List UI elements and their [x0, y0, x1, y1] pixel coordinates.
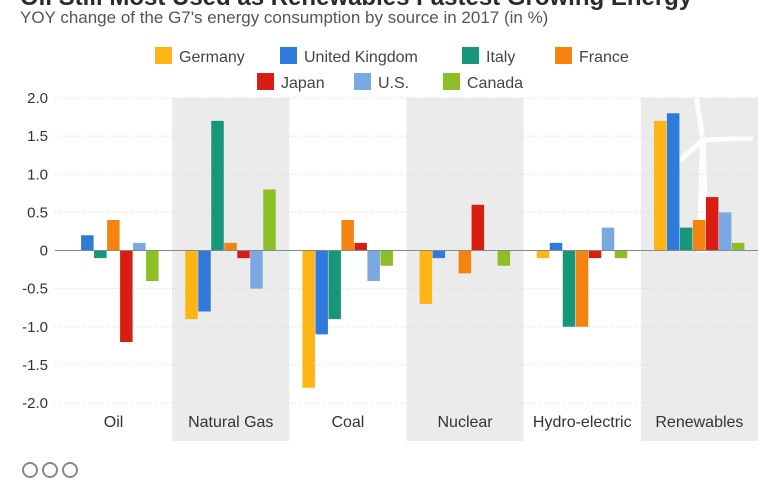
bar-italy-coal: [328, 250, 341, 320]
x-category-label: Renewables: [655, 414, 743, 431]
windmill-blade-icon: [700, 135, 754, 143]
bar-france-renewables: [692, 220, 706, 251]
bar-italy-natural-gas: [211, 120, 224, 251]
x-category-label: Hydro-electric: [533, 414, 632, 431]
legend-label: Japan: [281, 75, 325, 92]
bar-u-s--natural-gas: [250, 250, 263, 289]
bar-germany-natural-gas: [185, 250, 198, 320]
legend-swatch: [280, 47, 297, 64]
bar-u-s--coal: [367, 250, 380, 281]
legend-label: Italy: [486, 49, 515, 66]
bar-united-kingdom-nuclear: [432, 250, 446, 259]
y-tick-label: -0.5: [22, 281, 48, 298]
bar-u-s--hydro-electric: [601, 227, 615, 251]
legend-swatch: [257, 73, 274, 90]
legend-label: United Kingdom: [304, 49, 418, 66]
chart-subtitle: YOY change of the G7's energy consumptio…: [20, 8, 549, 27]
bar-canada-renewables: [731, 242, 745, 251]
bar-united-kingdom-hydro-electric: [549, 242, 563, 251]
legend-label: Canada: [467, 75, 523, 92]
nd-icon: [62, 462, 78, 478]
bar-germany-nuclear: [419, 250, 433, 304]
legend-swatch: [443, 73, 460, 90]
bar-japan-renewables: [705, 197, 719, 251]
x-category-label: Coal: [331, 414, 364, 431]
bar-italy-hydro-electric: [562, 250, 576, 327]
bar-japan-nuclear: [471, 204, 485, 251]
y-tick-label: 1.5: [27, 128, 48, 145]
chart-title: Oil Still Most Used as Renewables Fastes…: [20, 0, 692, 12]
legend-label: U.S.: [378, 75, 409, 92]
bar-germany-coal: [302, 250, 315, 388]
x-category-label: Nuclear: [438, 414, 494, 431]
bar-germany-renewables: [653, 120, 667, 251]
y-tick-label: -1.5: [22, 357, 48, 374]
bar-france-oil: [107, 220, 120, 251]
y-tick-label: 1.0: [27, 166, 48, 183]
y-tick-label: -1.0: [22, 319, 48, 336]
legend-label: France: [579, 49, 629, 66]
x-category-label: Oil: [104, 414, 124, 431]
bar-france-coal: [341, 220, 354, 251]
bar-united-kingdom-oil: [81, 235, 94, 251]
legend-label: Germany: [179, 49, 245, 66]
y-tick-label: 2.0: [27, 90, 48, 107]
bar-united-kingdom-renewables: [666, 113, 680, 251]
bar-japan-coal: [354, 242, 367, 251]
bar-canada-hydro-electric: [614, 250, 628, 259]
y-tick-label: 0: [40, 243, 48, 260]
bar-canada-nuclear: [497, 250, 511, 266]
bar-u-s--renewables: [718, 212, 732, 251]
bar-france-nuclear: [458, 250, 472, 274]
legend-swatch: [462, 47, 479, 64]
bar-italy-oil: [94, 250, 107, 259]
bar-canada-oil: [146, 250, 159, 281]
cc-icon: [22, 462, 38, 478]
y-tick-label: -2.0: [22, 395, 48, 412]
x-category-label: Natural Gas: [188, 414, 273, 431]
bar-canada-coal: [380, 250, 393, 266]
bar-japan-oil: [120, 250, 133, 342]
bar-united-kingdom-coal: [315, 250, 328, 335]
bar-canada-natural-gas: [263, 189, 276, 251]
bar-united-kingdom-natural-gas: [198, 250, 211, 312]
bar-italy-renewables: [679, 227, 693, 251]
bar-japan-natural-gas: [237, 250, 250, 259]
bar-japan-hydro-electric: [588, 250, 602, 259]
bar-u-s--oil: [133, 242, 146, 251]
legend-swatch: [155, 47, 172, 64]
bar-germany-hydro-electric: [536, 250, 550, 259]
by-icon: [42, 462, 58, 478]
legend-swatch: [354, 73, 371, 90]
bar-france-natural-gas: [224, 242, 237, 251]
bar-france-hydro-electric: [575, 250, 589, 327]
footer-license-icons: [22, 462, 82, 483]
bar-chart: 2.0 1.5 1.0 0.5 0 -0.5 -1.0 -1.5 -2.0 Oil Natural …: [22, 47, 758, 441]
y-tick-label: 0.5: [27, 204, 48, 221]
legend-swatch: [555, 47, 572, 64]
windmill-blade-icon: [694, 97, 706, 143]
